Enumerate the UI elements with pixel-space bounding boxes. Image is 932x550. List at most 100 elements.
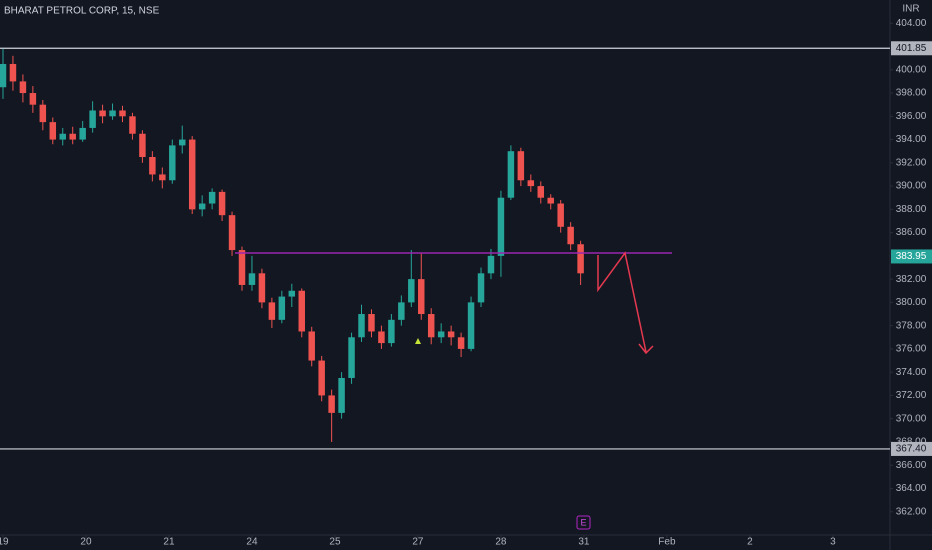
candle-body (288, 290, 296, 297)
x-tick-label: 31 (578, 537, 590, 548)
candle-body (437, 331, 445, 338)
y-tick-label: 390.00 (896, 181, 927, 192)
y-tick-label: 376.00 (896, 344, 927, 355)
candle-body (547, 197, 554, 204)
candle-body (298, 290, 305, 332)
candle-body (248, 273, 256, 285)
y-tick-label: 404.00 (896, 18, 927, 29)
candle-body (109, 110, 116, 117)
candle-body (567, 226, 574, 245)
earnings-box (576, 515, 591, 530)
candle-body (467, 302, 475, 349)
y-tick-label: 372.00 (896, 390, 927, 401)
candle-body (89, 110, 96, 128)
candle-body (358, 314, 365, 338)
candle-body (398, 302, 405, 320)
candle-body (69, 133, 76, 140)
candle-body (517, 151, 525, 181)
x-tick-label: 3 (830, 537, 836, 548)
y-tick-label: 396.00 (896, 111, 927, 122)
candle-body (378, 331, 385, 344)
candle-body (487, 255, 495, 274)
candle-body (527, 180, 535, 187)
candle-body (218, 191, 226, 216)
candle-body (39, 104, 47, 123)
candle-body (258, 273, 266, 303)
candle-body (348, 337, 355, 378)
candle-body (557, 203, 564, 227)
candle-body (328, 395, 335, 413)
signal-marker (415, 338, 421, 344)
candle-body (29, 93, 37, 105)
candle-body (198, 203, 206, 210)
candle-body (0, 63, 7, 88)
candle-body (408, 279, 415, 303)
candle-body (99, 110, 106, 117)
currency-label: INR (902, 4, 919, 15)
chart-title: BHARAT PETROL CORP, 15, NSE (4, 6, 160, 17)
y-tick-label: 374.00 (896, 367, 927, 378)
x-tick-label: 2 (747, 537, 753, 548)
candle-body (338, 377, 345, 413)
candle-body (49, 122, 57, 140)
y-tick-label: 378.00 (896, 320, 927, 331)
candle-body (188, 139, 196, 210)
candle-body (388, 319, 395, 344)
y-tick-label: 392.00 (896, 157, 927, 168)
candle-body (9, 63, 17, 82)
candle-body (418, 279, 425, 315)
candle-body (208, 191, 216, 204)
candle-body (159, 174, 166, 181)
y-tick-label: 398.00 (896, 88, 927, 99)
candle-body (238, 250, 246, 285)
last-price-label: 383.95 (896, 251, 927, 262)
y-tick-label: 400.00 (896, 64, 927, 75)
y-tick-label: 380.00 (896, 297, 927, 308)
x-tick-label: 28 (495, 537, 507, 548)
x-tick-label: 20 (80, 537, 92, 548)
candle-body (457, 337, 465, 349)
candle-body (308, 331, 315, 361)
y-tick-label: 364.00 (896, 483, 927, 494)
y-tick-label: 388.00 (896, 204, 927, 215)
candle-body (577, 244, 584, 274)
candle-body (228, 215, 236, 251)
candle-body (79, 127, 86, 140)
x-tick-label: Feb (658, 537, 676, 548)
x-tick-label: 19 (0, 537, 9, 548)
candle-body (119, 110, 126, 117)
level-label: 401.85 (896, 43, 927, 54)
candle-body (477, 273, 485, 303)
candle-body (268, 302, 276, 320)
y-tick-label: 370.00 (896, 413, 927, 424)
y-tick-label: 382.00 (896, 274, 927, 285)
candle-body (427, 314, 435, 338)
candle-body (537, 186, 545, 198)
x-tick-label: 24 (246, 537, 258, 548)
plot (0, 47, 890, 450)
earnings-marker: E (580, 517, 586, 527)
last-price-box (891, 249, 932, 264)
candle-body (507, 151, 515, 198)
x-tick-label: 25 (329, 537, 341, 548)
level-label: 367.40 (896, 444, 927, 455)
candle-body (169, 145, 176, 181)
candle-body (19, 81, 27, 94)
candle-body (59, 133, 66, 140)
forecast-drawing (597, 251, 647, 353)
candle-body (318, 360, 325, 396)
candle-body (278, 296, 286, 320)
y-tick-label: 386.00 (896, 227, 927, 238)
candle-body (129, 116, 136, 134)
candle-body (149, 157, 156, 175)
x-tick-label: 27 (412, 537, 424, 548)
candle-body (447, 331, 455, 338)
candle-body (497, 197, 505, 256)
x-tick-label: 21 (163, 537, 175, 548)
level-label-box (891, 441, 932, 456)
y-tick-label: 394.00 (896, 134, 927, 145)
candle-body (368, 314, 375, 332)
candle-body (139, 133, 146, 158)
